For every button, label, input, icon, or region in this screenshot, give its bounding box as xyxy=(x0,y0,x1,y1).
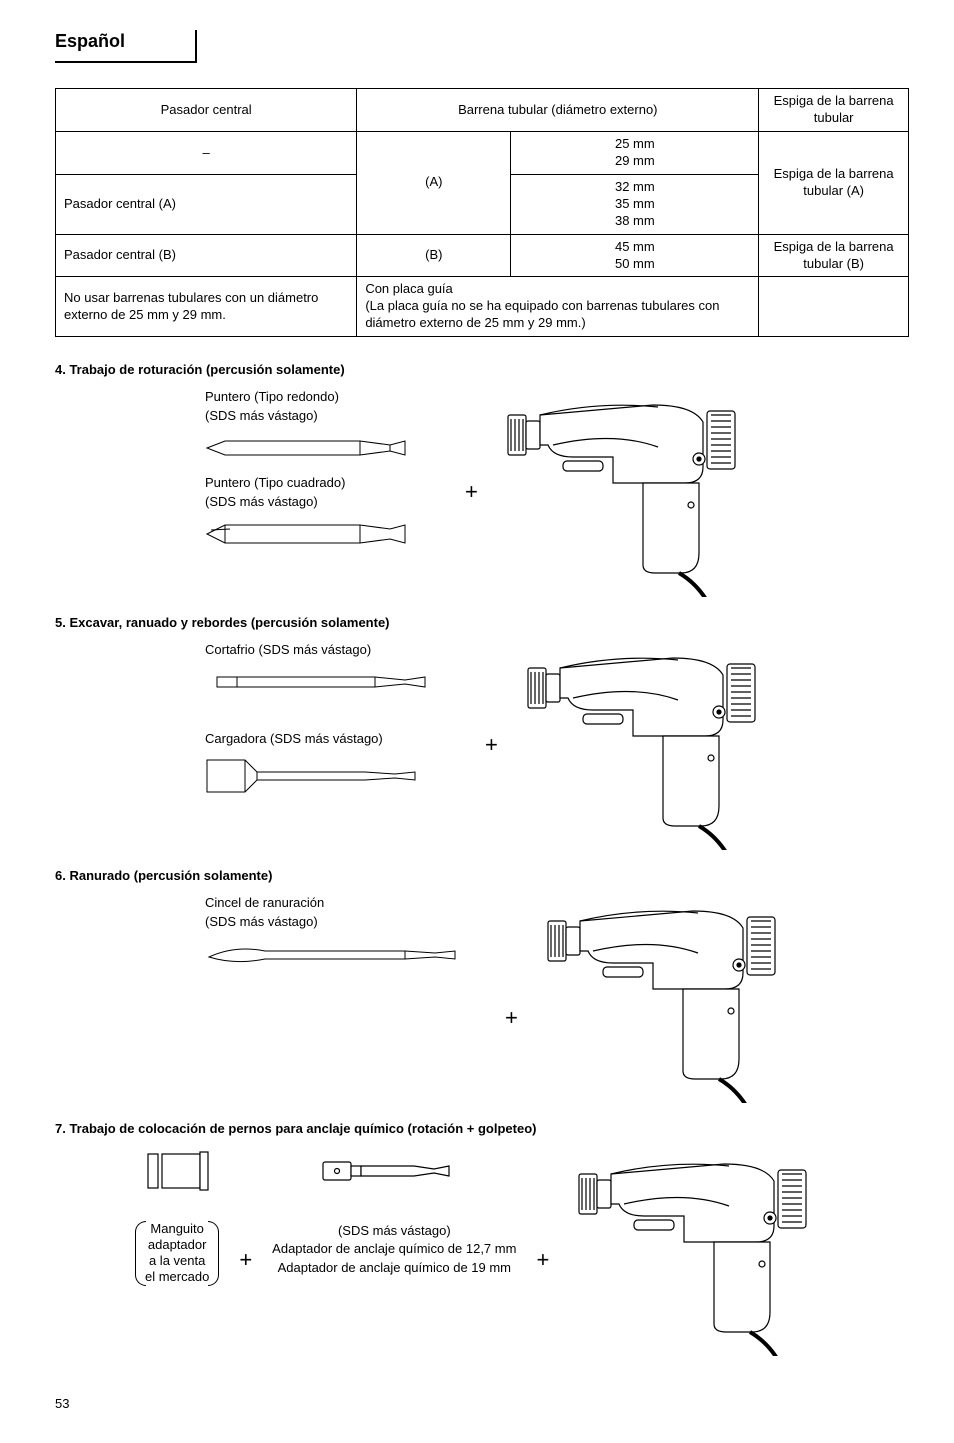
caption: Puntero (Tipo redondo) xyxy=(205,389,445,406)
grooving-chisel-icon xyxy=(205,939,485,969)
spec-table: Pasador central Barrena tubular (diámetr… xyxy=(55,88,909,337)
th-barrena: Barrena tubular (diámetro externo) xyxy=(357,89,759,132)
cell: Pasador central (B) xyxy=(56,234,357,277)
rotary-hammer-icon xyxy=(518,640,778,850)
cell: (A) xyxy=(357,132,511,234)
section-5-title: 5. Excavar, ranuado y rebordes (percusió… xyxy=(55,615,909,632)
plus-icon: + xyxy=(485,734,498,756)
bull-point-square-icon xyxy=(205,519,445,549)
cell: Con placa guía (La placa guía no se ha e… xyxy=(357,277,759,337)
plus-icon: + xyxy=(536,1249,549,1271)
cell: No usar barrenas tubulares con un diámet… xyxy=(56,277,357,337)
cell: Pasador central (A) xyxy=(56,174,357,234)
cold-chisel-icon xyxy=(205,667,465,697)
caption: Cincel de ranuración xyxy=(205,895,485,912)
cell: (B) xyxy=(357,234,511,277)
cell: Espiga de la barrena tubular (B) xyxy=(759,234,909,277)
caption: (SDS más vástago) xyxy=(205,408,445,425)
rotary-hammer-icon xyxy=(569,1146,829,1356)
caption: Adaptador de anclaje químico de 12,7 mm xyxy=(272,1241,516,1258)
section-6-title: 6. Ranurado (percusión solamente) xyxy=(55,868,909,885)
page-number: 53 xyxy=(55,1396,909,1413)
plus-icon: + xyxy=(465,481,478,503)
cell: 45 mm50 mm xyxy=(511,234,759,277)
plus-icon: + xyxy=(505,1007,518,1029)
page-header: Español xyxy=(55,30,197,63)
section-4-title: 4. Trabajo de roturación (percusión sola… xyxy=(55,362,909,379)
market-note: Manguito adaptador a la venta el mercado xyxy=(135,1221,219,1286)
section-7-title: 7. Trabajo de colocación de pernos para … xyxy=(55,1121,909,1138)
cell: 32 mm35 mm38 mm xyxy=(511,174,759,234)
caption: (SDS más vástago) xyxy=(272,1223,516,1240)
caption: (SDS más vástago) xyxy=(205,494,445,511)
caption: (SDS más vástago) xyxy=(205,914,485,931)
cell: Espiga de la barrena tubular (A) xyxy=(759,132,909,234)
rotary-hammer-icon xyxy=(538,893,798,1103)
caption: Puntero (Tipo cuadrado) xyxy=(205,475,445,492)
plus-icon: + xyxy=(239,1249,252,1271)
caption: Adaptador de anclaje químico de 19 mm xyxy=(272,1260,516,1277)
th-espiga: Espiga de la barrena tubular xyxy=(759,89,909,132)
bull-point-round-icon xyxy=(205,433,445,463)
chemical-anchor-adaptor-icon xyxy=(319,1146,469,1196)
rotary-hammer-icon xyxy=(498,387,758,597)
caption: Cargadora (SDS más vástago) xyxy=(205,731,465,748)
adaptor-sleeve-icon xyxy=(142,1146,212,1196)
th-pasador: Pasador central xyxy=(56,89,357,132)
cell: 25 mm29 mm xyxy=(511,132,759,175)
scoop-icon xyxy=(205,756,445,796)
cell xyxy=(759,277,909,337)
caption: Cortafrio (SDS más vástago) xyxy=(205,642,465,659)
cell: – xyxy=(56,132,357,175)
